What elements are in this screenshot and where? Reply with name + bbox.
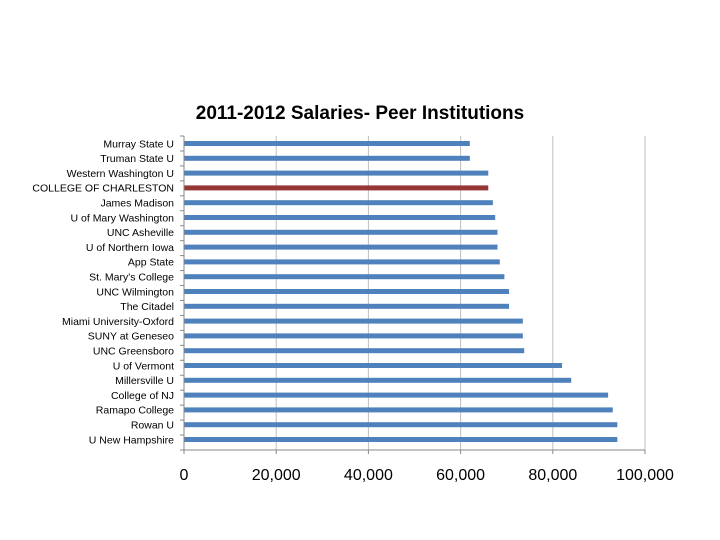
category-label: Millersville U bbox=[115, 375, 174, 387]
axes bbox=[180, 135, 646, 454]
bar-unc-wilmington bbox=[184, 289, 510, 294]
bar-murray-state-u bbox=[184, 141, 470, 146]
category-label: U of Mary Washington bbox=[71, 212, 175, 224]
category-label: UNC Greensboro bbox=[93, 346, 174, 358]
category-label: Western Washington U bbox=[67, 168, 174, 180]
category-label: The Citadel bbox=[120, 301, 174, 313]
category-label: Truman State U bbox=[100, 153, 174, 165]
x-tick-labels: 0 20,000 40,000 60,000 80,000 100,000 bbox=[180, 467, 674, 484]
bar-unc-asheville bbox=[184, 229, 498, 235]
category-label: College of NJ bbox=[111, 390, 174, 402]
x-tick-label: 80,000 bbox=[528, 467, 577, 484]
x-tick-label: 100,000 bbox=[616, 467, 674, 484]
bar-suny-at-geneseo bbox=[184, 333, 523, 339]
category-label: App State bbox=[128, 257, 174, 269]
x-tick-label: 20,000 bbox=[252, 467, 301, 484]
bar-u-of-northern-iowa bbox=[184, 244, 498, 250]
bar-st-mary-s-college bbox=[184, 274, 505, 280]
category-label: COLLEGE OF CHARLESTON bbox=[32, 183, 174, 195]
bar-the-citadel bbox=[184, 303, 510, 309]
category-label: SUNY at Geneseo bbox=[88, 331, 174, 343]
category-label: Miami University-Oxford bbox=[62, 316, 174, 328]
bar-u-of-vermont bbox=[184, 363, 563, 368]
category-label: U of Vermont bbox=[113, 360, 174, 372]
bar-college-of-nj bbox=[184, 392, 609, 398]
bar-james-madison bbox=[184, 200, 493, 206]
category-label: Ramapo College bbox=[96, 405, 174, 417]
category-label: Rowan U bbox=[131, 420, 174, 432]
bar-rowan-u bbox=[184, 422, 618, 428]
bar-truman-state-u bbox=[184, 155, 470, 161]
bar-western-washington-u bbox=[184, 170, 489, 176]
bar-u-of-mary-washington bbox=[184, 215, 496, 220]
category-label: UNC Asheville bbox=[107, 227, 174, 239]
bar-unc-greensboro bbox=[184, 348, 525, 354]
chart-title: 2011-2012 Salaries- Peer Institutions bbox=[196, 103, 524, 124]
bar-ramapo-college bbox=[184, 407, 613, 413]
category-label: UNC Wilmington bbox=[96, 286, 174, 298]
category-label: Murray State U bbox=[103, 138, 174, 150]
bar-miami-university-oxford bbox=[184, 318, 523, 324]
category-label: U New Hampshire bbox=[89, 434, 174, 446]
x-tick-label: 40,000 bbox=[344, 467, 393, 484]
bar-millersville-u bbox=[184, 377, 572, 383]
x-tick-label: 0 bbox=[180, 467, 189, 484]
bar-college-of-charleston bbox=[184, 185, 489, 191]
category-labels: Murray State U Truman State U Western Wash… bbox=[32, 138, 174, 446]
bar-app-state bbox=[184, 259, 500, 265]
bars bbox=[184, 141, 618, 442]
x-tick-label: 60,000 bbox=[436, 467, 485, 484]
category-label: James Madison bbox=[100, 198, 174, 210]
category-label: U of Northern Iowa bbox=[86, 242, 174, 254]
bar-u-new-hampshire bbox=[184, 437, 618, 442]
category-label: St. Mary's College bbox=[89, 272, 174, 284]
